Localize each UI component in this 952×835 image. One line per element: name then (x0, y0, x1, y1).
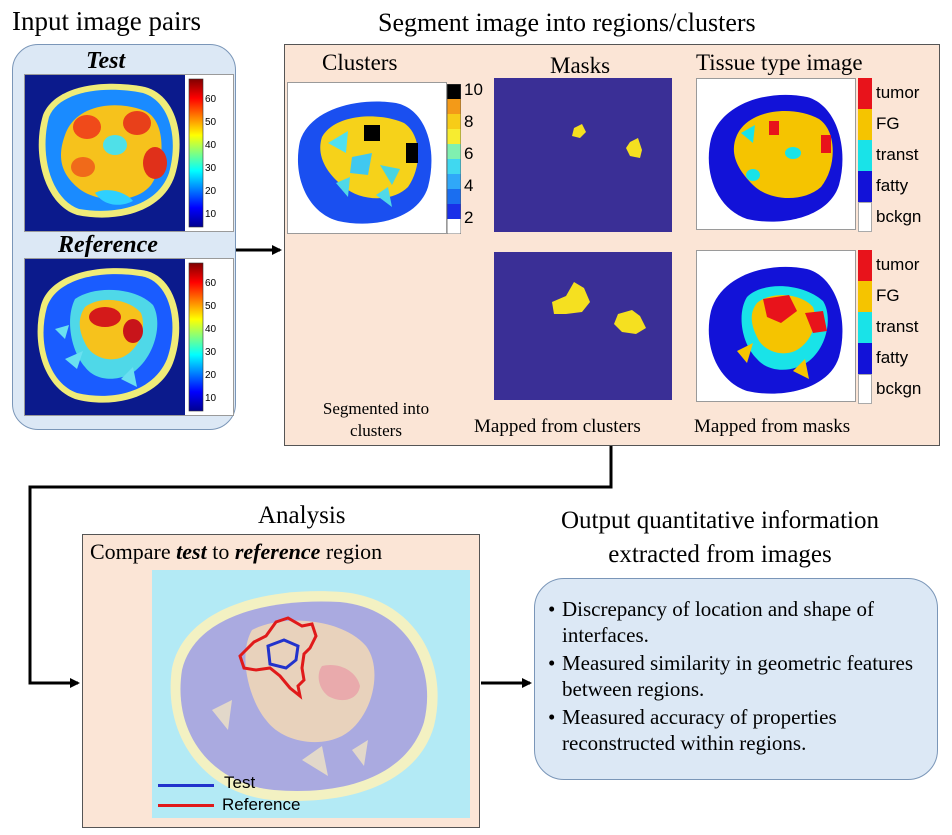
analysis-subtitle-ref: reference (234, 539, 321, 564)
legend-label: FG (876, 286, 900, 305)
legend-item-bckgn: bckgn (856, 202, 936, 233)
arrow-segment-to-analysis (28, 446, 613, 688)
reference-colorbar-ticks: 60 50 40 30 20 10 (205, 272, 216, 410)
legend-item-fatty: fatty (856, 343, 936, 374)
test-colorbar-ticks: 60 50 40 30 20 10 (205, 88, 216, 226)
legend-label: tumor (876, 83, 920, 102)
output-bullet: Discrepancy of location and shape of int… (548, 596, 918, 648)
analysis-subtitle-test: test (176, 539, 207, 564)
analysis-subtitle-mid: to (206, 539, 235, 564)
colorbar-tick: 30 (205, 347, 217, 358)
colorbar-tick: 50 (205, 301, 217, 312)
transt-swatch (858, 312, 872, 343)
tumor-swatch (858, 250, 872, 281)
legend-item-transt: transt (856, 140, 936, 171)
tissue-title: Tissue type image (696, 50, 863, 75)
legend-item-bckgn: bckgn (856, 374, 936, 405)
legend-label: FG (876, 114, 900, 133)
fg-swatch (858, 281, 872, 312)
reference-legend-line (158, 804, 214, 807)
analysis-title: Analysis (258, 502, 346, 529)
colorbar-tick: 30 (205, 163, 217, 174)
colorbar-tick: 40 (205, 140, 217, 151)
tissue-image-test (696, 78, 856, 230)
output-title-line2: extracted from images (608, 541, 832, 568)
legend-item-tumor: tumor (856, 78, 936, 109)
legend-label: bckgn (876, 207, 922, 226)
mask-image-test (494, 78, 672, 232)
clusters-colorbar (447, 84, 461, 234)
legend-label: fatty (876, 348, 909, 367)
bckgn-swatch (858, 374, 872, 404)
cluster-tick: 10 (464, 80, 483, 99)
reference-legend-label: Reference (222, 795, 301, 814)
output-bullet: Measured accuracy of properties reconstr… (548, 704, 918, 756)
cluster-tick: 2 (464, 208, 474, 227)
colorbar-tick: 20 (205, 186, 217, 197)
output-bullets: Discrepancy of location and shape of int… (548, 596, 918, 758)
reference-label: Reference (58, 232, 158, 258)
legend-item-fg: FG (856, 109, 936, 140)
colorbar-tick: 10 (205, 393, 217, 404)
colorbar-tick: 60 (205, 94, 217, 105)
legend-item-fatty: fatty (856, 171, 936, 202)
output-bullet: Measured similarity in geometric feature… (548, 650, 918, 702)
transt-swatch (858, 140, 872, 171)
analysis-subtitle: Compare test to reference region (90, 539, 382, 565)
test-image (24, 74, 234, 232)
caption-masks: Mapped from clusters (474, 416, 641, 437)
cluster-tick: 6 (464, 144, 474, 163)
analysis-legend: Test Reference (158, 773, 338, 820)
output-title-line1: Output quantitative information (561, 507, 879, 534)
cluster-tick: 4 (464, 176, 474, 195)
colorbar-tick: 10 (205, 209, 217, 220)
test-legend-line (158, 784, 214, 787)
fatty-swatch (858, 343, 872, 374)
masks-title: Masks (550, 53, 611, 78)
input-section-title: Input image pairs (12, 6, 201, 36)
analysis-overlay-image (152, 570, 470, 818)
legend-label: tumor (876, 255, 920, 274)
fatty-swatch (858, 171, 872, 202)
clusters-colorbar-ticks: 10 8 6 4 2 (464, 74, 483, 234)
reference-image (24, 258, 234, 416)
tissue-legend-test: tumor FG transt fatty bckgn (856, 78, 936, 233)
caption-clusters: Segmented into clusters (322, 399, 430, 440)
caption-tissue: Mapped from masks (694, 416, 851, 437)
legend-label: transt (876, 317, 919, 336)
output-title: Output quantitative information extracte… (500, 504, 940, 572)
bckgn-swatch (858, 202, 872, 232)
tumor-swatch (858, 78, 872, 109)
tissue-image-reference (696, 250, 856, 402)
test-label: Test (86, 48, 126, 74)
test-legend-label: Test (224, 773, 256, 792)
legend-item-tumor: tumor (856, 250, 936, 281)
legend-item-transt: transt (856, 312, 936, 343)
colorbar-tick: 60 (205, 278, 217, 289)
segment-section-title: Segment image into regions/clusters (378, 8, 756, 37)
analysis-subtitle-post: region (320, 539, 383, 564)
analysis-subtitle-pre: Compare (90, 539, 177, 564)
clusters-image (287, 82, 447, 234)
legend-item-fg: FG (856, 281, 936, 312)
colorbar-tick: 50 (205, 117, 217, 128)
mask-image-reference (494, 252, 672, 400)
cluster-tick: 8 (464, 112, 474, 131)
legend-label: transt (876, 145, 919, 164)
legend-label: fatty (876, 176, 909, 195)
colorbar-tick: 20 (205, 370, 217, 381)
colorbar-tick: 40 (205, 324, 217, 335)
tissue-legend-reference: tumor FG transt fatty bckgn (856, 250, 936, 405)
fg-swatch (858, 109, 872, 140)
clusters-title: Clusters (322, 50, 398, 75)
legend-label: bckgn (876, 379, 922, 398)
